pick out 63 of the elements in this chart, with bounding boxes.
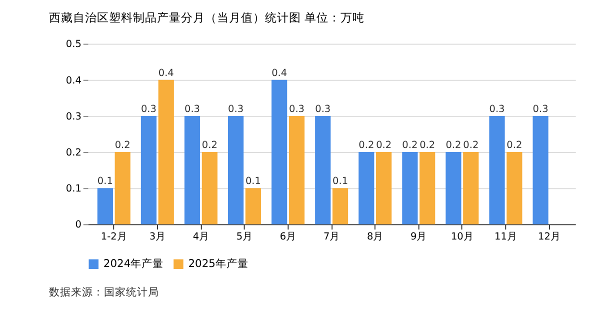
bar [376,152,392,224]
x-tick-label: 5月 [236,231,253,242]
x-tick-label: 9月 [410,231,427,242]
bar [114,152,130,224]
bar [228,116,244,224]
bar [506,152,522,224]
data-label: 0.3 [489,104,505,116]
chart-title: 西藏自治区塑料制品产量分月（当月值）统计图 单位：万吨 [48,10,364,24]
data-label: 0.2 [463,140,479,152]
y-tick-label: 0.2 [66,147,82,158]
x-tick-label: 6月 [280,231,296,242]
bar [272,80,288,224]
bar [184,116,200,224]
bar [358,152,374,224]
x-tick-label: 12月 [538,231,560,242]
data-label: 0.2 [202,140,218,152]
data-label: 0.2 [114,140,130,152]
data-label: 0.2 [420,140,436,152]
data-label: 0.2 [358,140,374,152]
data-label: 0.2 [376,140,392,152]
legend-label: 2024年产量 [103,257,164,270]
bar [245,188,262,224]
data-label: 0.1 [97,176,113,188]
bar [420,152,436,224]
y-tick-label: 0.1 [66,184,82,195]
bar [158,80,174,224]
data-label: 0.3 [140,104,156,116]
x-tick-label: 11月 [494,231,517,242]
source-note: 数据来源：国家统计局 [48,285,159,298]
data-label: 0.2 [402,140,418,152]
data-label: 0.1 [332,176,348,188]
x-tick-label: 7月 [323,231,340,242]
data-label: 0.3 [532,104,548,116]
bar [140,116,157,224]
y-tick-label: 0.3 [66,111,82,122]
x-tick-label: 8月 [366,231,384,242]
bar [288,116,305,224]
y-tick-label: 0 [75,220,82,231]
x-tick-label: 1-2月 [100,231,127,242]
bar [446,152,462,224]
data-label: 0.1 [245,176,261,188]
data-label: 0.4 [158,68,174,79]
data-label: 0.4 [272,68,288,79]
data-label: 0.3 [288,104,304,116]
data-label: 0.3 [315,104,331,116]
bar [489,116,505,224]
bar [532,116,548,224]
bar [315,116,331,224]
bar [332,188,348,224]
data-label: 0.3 [184,104,200,116]
legend-label: 2025年产量 [188,257,248,270]
y-tick-label: 0.4 [66,75,82,86]
x-tick-label: 4月 [192,231,210,242]
bar [97,188,113,224]
bar [202,152,218,224]
bar [402,152,418,224]
data-label: 0.2 [506,140,522,152]
x-tick-label: 10月 [450,231,474,242]
data-label: 0.2 [446,140,462,152]
data-label: 0.3 [228,104,244,116]
y-tick-label: 0.5 [66,39,82,50]
bar [463,152,479,224]
x-tick-label: 3月 [149,231,166,242]
